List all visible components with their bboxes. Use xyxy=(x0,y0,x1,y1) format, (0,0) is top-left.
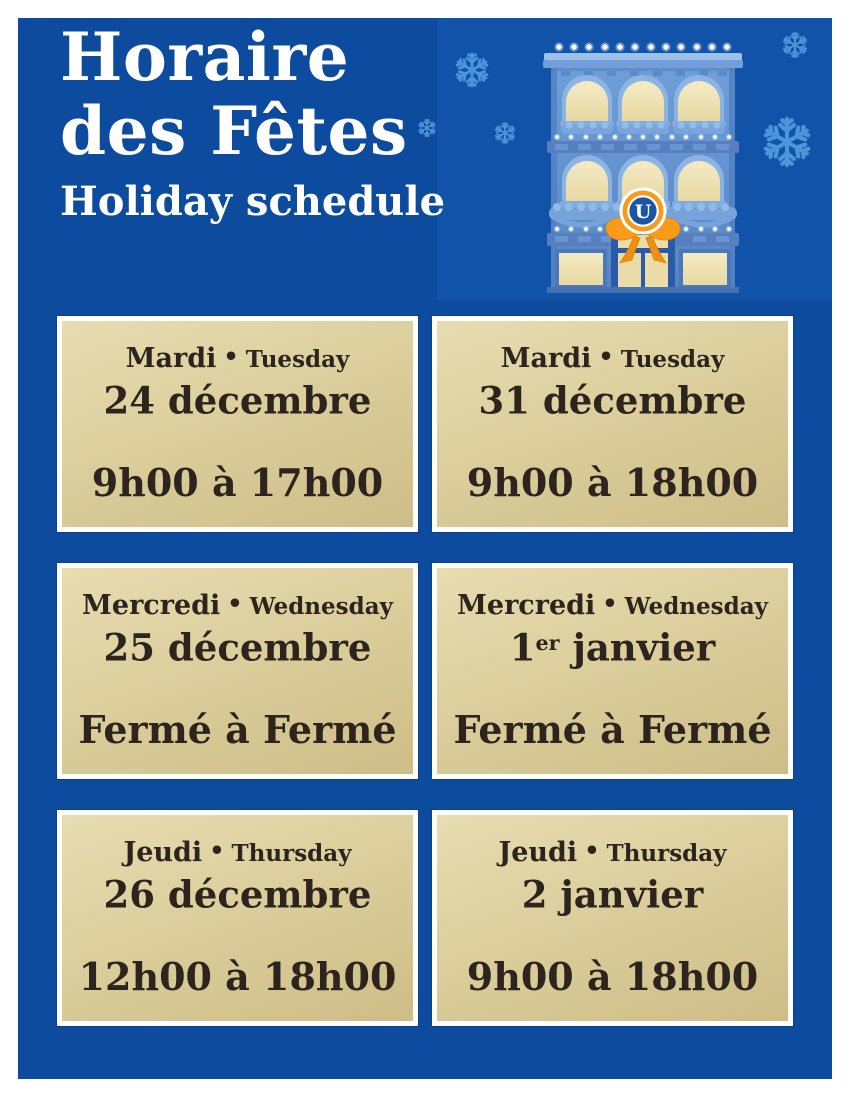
card-hours: 9h00 à 17h00 xyxy=(91,460,384,505)
title-line-1: Horaire xyxy=(60,18,350,96)
card-day-line: Mardi • Tuesday xyxy=(125,342,350,374)
card-day-line: Mercredi • Wednesday xyxy=(457,589,768,621)
schedule-card-dec-25: Mercredi • Wednesday 25 décembre Fermé à F… xyxy=(57,563,418,779)
card-hours: 9h00 à 18h00 xyxy=(466,954,759,999)
day-en: Thursday xyxy=(231,840,352,867)
day-fr: Mercredi xyxy=(457,590,596,621)
building-roof xyxy=(543,42,743,76)
card-hours: 9h00 à 18h00 xyxy=(466,460,759,505)
day-fr: Mardi xyxy=(500,343,592,374)
bullet-separator: • xyxy=(223,342,239,371)
card-hours: Fermé à Fermé xyxy=(453,707,772,752)
page-title: Horaire des Fêtes xyxy=(60,20,445,168)
schedule-grid: Mardi • Tuesday 24 décembre 9h00 à 17h00 M… xyxy=(57,316,793,1026)
day-fr: Mercredi xyxy=(82,590,221,621)
day-en: Tuesday xyxy=(620,346,725,373)
card-date: 1er janvier xyxy=(509,625,716,670)
card-hours: 12h00 à 18h00 xyxy=(78,954,397,999)
card-date: 24 décembre xyxy=(103,378,372,423)
u-logo-letter: U xyxy=(635,201,652,223)
card-date: 31 décembre xyxy=(478,378,747,423)
poster-background: U Horaire des Fêtes Holiday schedule Mar… xyxy=(18,18,832,1079)
bullet-separator: • xyxy=(227,589,243,618)
building-base xyxy=(547,287,739,293)
page-subtitle: Holiday schedule xyxy=(60,178,446,225)
storefront-illustration: U xyxy=(543,42,743,293)
building-upper-windows xyxy=(560,75,726,134)
bullet-separator: • xyxy=(584,836,600,865)
schedule-card-jan-2: Jeudi • Thursday 2 janvier 9h00 à 18h00 xyxy=(432,810,793,1026)
card-day-line: Jeudi • Thursday xyxy=(498,836,727,868)
day-en: Wednesday xyxy=(249,593,393,620)
store-door xyxy=(611,229,675,293)
day-en: Tuesday xyxy=(245,346,350,373)
u-logo-badge: U xyxy=(619,187,667,235)
day-fr: Jeudi xyxy=(498,837,578,868)
schedule-card-dec-24: Mardi • Tuesday 24 décembre 9h00 à 17h00 xyxy=(57,316,418,532)
snowflake-icon xyxy=(493,122,517,144)
card-day-line: Mercredi • Wednesday xyxy=(82,589,393,621)
snowflake-icon xyxy=(454,52,490,88)
snowflake-icon xyxy=(781,31,809,59)
card-day-line: Mardi • Tuesday xyxy=(500,342,725,374)
day-fr: Mardi xyxy=(125,343,217,374)
schedule-card-dec-31: Mardi • Tuesday 31 décembre 9h00 à 18h00 xyxy=(432,316,793,532)
day-en: Thursday xyxy=(606,840,727,867)
card-day-line: Jeudi • Thursday xyxy=(123,836,352,868)
schedule-card-jan-1: Mercredi • Wednesday 1er janvier Fermé à F… xyxy=(432,563,793,779)
bullet-separator: • xyxy=(602,589,618,618)
day-fr: Jeudi xyxy=(123,837,203,868)
card-date: 26 décembre xyxy=(103,872,372,917)
bullet-separator: • xyxy=(209,836,225,865)
storefront-window xyxy=(555,249,731,289)
card-date: 25 décembre xyxy=(103,625,372,670)
title-line-2: des Fêtes xyxy=(60,92,408,170)
building-cornice xyxy=(547,141,739,153)
card-hours: Fermé à Fermé xyxy=(78,707,397,752)
snowflake-icon xyxy=(764,119,811,165)
schedule-card-dec-26: Jeudi • Thursday 26 décembre 12h00 à 18h00 xyxy=(57,810,418,1026)
poster-header: Horaire des Fêtes Holiday schedule xyxy=(60,20,445,224)
bullet-separator: • xyxy=(598,342,614,371)
card-date: 2 janvier xyxy=(521,872,704,917)
day-en: Wednesday xyxy=(624,593,768,620)
